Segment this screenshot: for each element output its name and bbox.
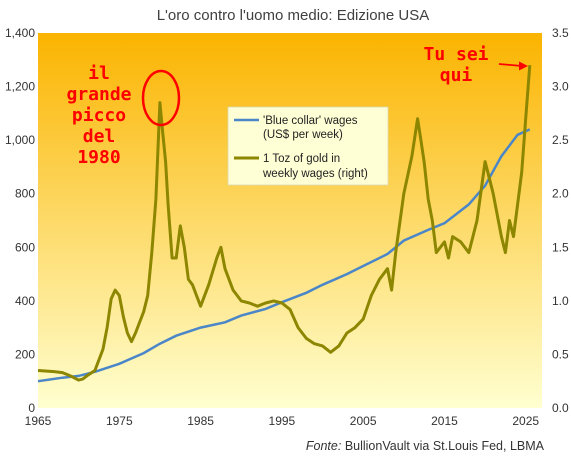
left-tick-label: 400 <box>15 294 35 308</box>
left-axis: 0 200 400 600 800 1,000 1,200 1,400 <box>5 26 35 415</box>
legend-label-wages-line2: (US$ per week) <box>263 129 343 141</box>
x-tick-label: 1985 <box>187 414 214 428</box>
peak-label-line1: il <box>88 63 110 84</box>
peak-label-line2: grande <box>66 84 131 105</box>
right-tick-label: 0.0 <box>552 401 569 415</box>
right-axis: 0.0 0.5 1.0 1.5 2.0 2.5 3.0 3.5 <box>552 26 569 415</box>
legend-label-wages-line1: 'Blue collar' wages <box>263 115 358 127</box>
current-label-line2: qui <box>440 65 473 86</box>
source-label: Fonte: <box>306 439 341 453</box>
x-tick-label: 2015 <box>431 414 458 428</box>
source-note: Fonte: BullionVault via St.Louis Fed, LB… <box>306 439 545 453</box>
legend: 'Blue collar' wages (US$ per week) 1 Toz… <box>227 106 389 186</box>
left-tick-label: 0 <box>28 401 35 415</box>
x-tick-label: 1995 <box>269 414 296 428</box>
left-tick-label: 1,200 <box>5 80 35 94</box>
peak-label-line4: del <box>83 126 116 147</box>
current-arrow <box>498 63 523 67</box>
right-tick-label: 2.0 <box>552 187 569 201</box>
right-tick-label: 1.5 <box>552 240 569 254</box>
series-line-gold-in-wages <box>37 64 532 382</box>
current-annotation: Tu sei qui <box>423 44 528 86</box>
x-axis: 1965 1975 1985 1995 2005 2015 2025 <box>25 414 540 428</box>
source-text: BullionVault via St.Louis Fed, LBMA <box>345 439 545 453</box>
left-tick-label: 1,400 <box>5 26 35 40</box>
right-tick-label: 3.5 <box>552 26 569 40</box>
left-tick-label: 600 <box>15 240 35 254</box>
current-label-line1: Tu sei <box>423 44 488 65</box>
left-tick-label: 200 <box>15 347 35 361</box>
current-arrow-head <box>519 61 528 71</box>
peak-highlight-circle <box>141 69 181 127</box>
right-tick-label: 2.5 <box>552 133 569 147</box>
right-tick-label: 1.0 <box>552 294 569 308</box>
peak-label-line5: 1980 <box>77 147 120 168</box>
legend-label-gold-line2: weekly wages (right) <box>262 168 368 180</box>
x-tick-label: 2025 <box>512 414 539 428</box>
chart-title: L'oro contro l'uomo medio: Edizione USA <box>157 7 430 24</box>
right-tick-label: 0.5 <box>552 347 569 361</box>
x-tick-label: 1965 <box>25 414 52 428</box>
plot-area <box>38 33 542 408</box>
x-tick-label: 2005 <box>350 414 377 428</box>
right-tick-label: 3.0 <box>552 80 569 94</box>
legend-label-gold-line1: 1 Toz of gold in <box>263 153 340 165</box>
left-tick-label: 800 <box>15 187 35 201</box>
left-tick-label: 1,000 <box>5 133 35 147</box>
peak-annotation: il grande picco del 1980 <box>66 63 131 168</box>
peak-label-line3: picco <box>72 105 126 126</box>
x-tick-label: 1975 <box>106 414 133 428</box>
series-line-blue-collar-wages <box>37 128 531 383</box>
